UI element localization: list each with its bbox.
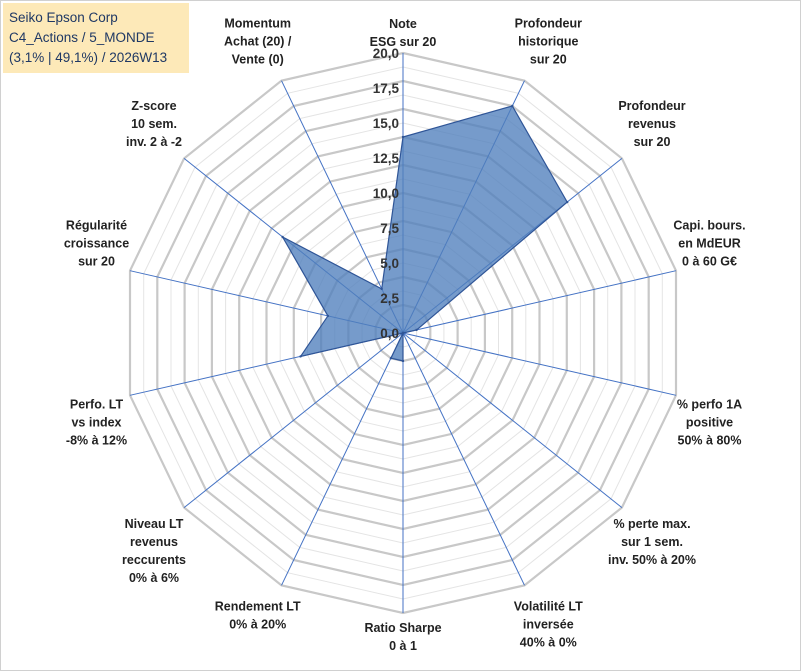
tick-label: 10,0 [373, 186, 399, 201]
data-point [566, 200, 569, 204]
axis-label-line: inv. 50% à 20% [608, 553, 696, 567]
data-point [326, 314, 330, 318]
axis-label: Z-score 10 sem. inv. 2 à -2 [126, 99, 182, 149]
axis-spoke [281, 332, 404, 586]
axis-label-line: sur 20 [78, 255, 115, 269]
axis-label-line: ESG sur 20 [370, 35, 437, 49]
axis-spoke [402, 332, 525, 586]
data-point [401, 135, 405, 139]
axis-label-line: croissance [64, 237, 129, 251]
axis-label-line: Rendement LT [215, 600, 301, 614]
axis-label: % perte max. sur 1 sem. inv. 50% à 20% [608, 517, 696, 567]
axis-label: Note ESG sur 20 [370, 17, 437, 49]
data-point [415, 328, 418, 332]
axis-label-line: Capi. bours. [673, 219, 745, 233]
axis-label-line: 0 à 1 [389, 639, 417, 653]
axis-label-line: -8% à 12% [66, 433, 127, 447]
tick-label: 20,0 [373, 46, 399, 61]
data-point [380, 287, 383, 291]
axis-label-line: reccurents [122, 553, 186, 567]
axis-label-line: 50% à 80% [678, 433, 742, 447]
axis-label-line: Niveau LT [125, 517, 184, 531]
axis-label-line: % perfo 1A [677, 397, 742, 411]
series-area [281, 105, 568, 362]
title-company: Seiko Epson Corp [9, 10, 118, 25]
axis-label: Ratio Sharpe 0 à 1 [364, 621, 441, 653]
axis-label-line: Achat (20) / [224, 35, 292, 49]
axis-label-line: inv. 2 à -2 [126, 135, 182, 149]
axis-label-line: Momentum [224, 17, 291, 31]
axis-label: Profondeur historique sur 20 [515, 17, 582, 67]
title-portfolio: C4_Actions / 5_MONDE [9, 30, 155, 45]
axis-label-line: Perfo. LT [70, 397, 124, 411]
axis-label-line: sur 20 [530, 53, 567, 67]
axis-label: Perfo. LT vs index -8% à 12% [66, 397, 127, 447]
axis-label-line: vs index [71, 415, 121, 429]
axis-label-line: Volatilité LT [514, 600, 583, 614]
chart-title-box: Seiko Epson Corp C4_Actions / 5_MONDE (3… [3, 3, 189, 73]
radar-series [281, 104, 569, 363]
axis-spoke [402, 332, 623, 508]
axis-label-line: Note [389, 17, 417, 31]
axis-label: Volatilité LT inversée 40% à 0% [514, 600, 583, 650]
tick-label: 7,5 [380, 221, 399, 236]
axis-label: Régularité croissance sur 20 [64, 219, 129, 269]
tick-label: 15,0 [373, 116, 399, 131]
data-point [299, 355, 302, 358]
axis-spoke [183, 332, 404, 508]
axis-spoke [402, 332, 677, 396]
axis-label-line: sur 1 sem. [621, 535, 683, 549]
axis-label-line: Vente (0) [232, 53, 284, 67]
axis-label: Profondeur revenus sur 20 [618, 99, 685, 149]
axis-label-line: 0% à 6% [129, 571, 179, 585]
axis-label-line: 0 à 60 G€ [682, 255, 737, 269]
axis-label-line: Régularité [66, 219, 127, 233]
axis-label: Rendement LT 0% à 20% [215, 600, 301, 632]
axis-label-line: inversée [523, 618, 574, 632]
radar-tick-labels: 0,0 2,5 5,0 7,5 10,0 12,5 15,0 17,5 20,0 [373, 46, 400, 341]
axis-label-line: historique [518, 35, 578, 49]
axis-label-line: sur 20 [634, 135, 671, 149]
axis-label-line: 40% à 0% [520, 636, 577, 650]
title-stats-week: (3,1% | 49,1%) / 2026W13 [9, 50, 168, 65]
axis-label-line: revenus [628, 117, 676, 131]
tick-label: 0,0 [380, 326, 399, 341]
axis-label-line: 10 sem. [131, 117, 177, 131]
tick-label: 12,5 [373, 151, 400, 166]
data-point [401, 331, 405, 335]
tick-label: 17,5 [373, 81, 400, 96]
tick-label: 5,0 [380, 256, 399, 271]
axis-label: % perfo 1A positive 50% à 80% [677, 397, 742, 447]
data-point [389, 357, 393, 360]
axis-label: Momentum Achat (20) / Vente (0) [224, 17, 292, 67]
axis-label-line: revenus [130, 535, 178, 549]
data-point [281, 235, 284, 239]
axis-label-line: positive [686, 415, 733, 429]
axis-label-line: 0% à 20% [229, 618, 286, 632]
axis-label-line: en MdEUR [678, 237, 741, 251]
axis-label-line: Profondeur [618, 99, 685, 113]
axis-label-line: Profondeur [515, 17, 582, 31]
axis-label-line: Ratio Sharpe [364, 621, 441, 635]
axis-spoke [402, 270, 677, 334]
data-point [511, 104, 514, 108]
tick-label: 2,5 [380, 291, 399, 306]
axis-label-line: % perte max. [613, 517, 690, 531]
data-point [401, 359, 405, 363]
axis-label: Niveau LT revenus reccurents 0% à 6% [122, 517, 186, 585]
axis-label-line: Z-score [131, 99, 176, 113]
axis-label: Capi. bours. en MdEUR 0 à 60 G€ [673, 219, 745, 269]
radar-axis-labels: Note ESG sur 20 Profondeur historique sur 20… [64, 17, 746, 654]
